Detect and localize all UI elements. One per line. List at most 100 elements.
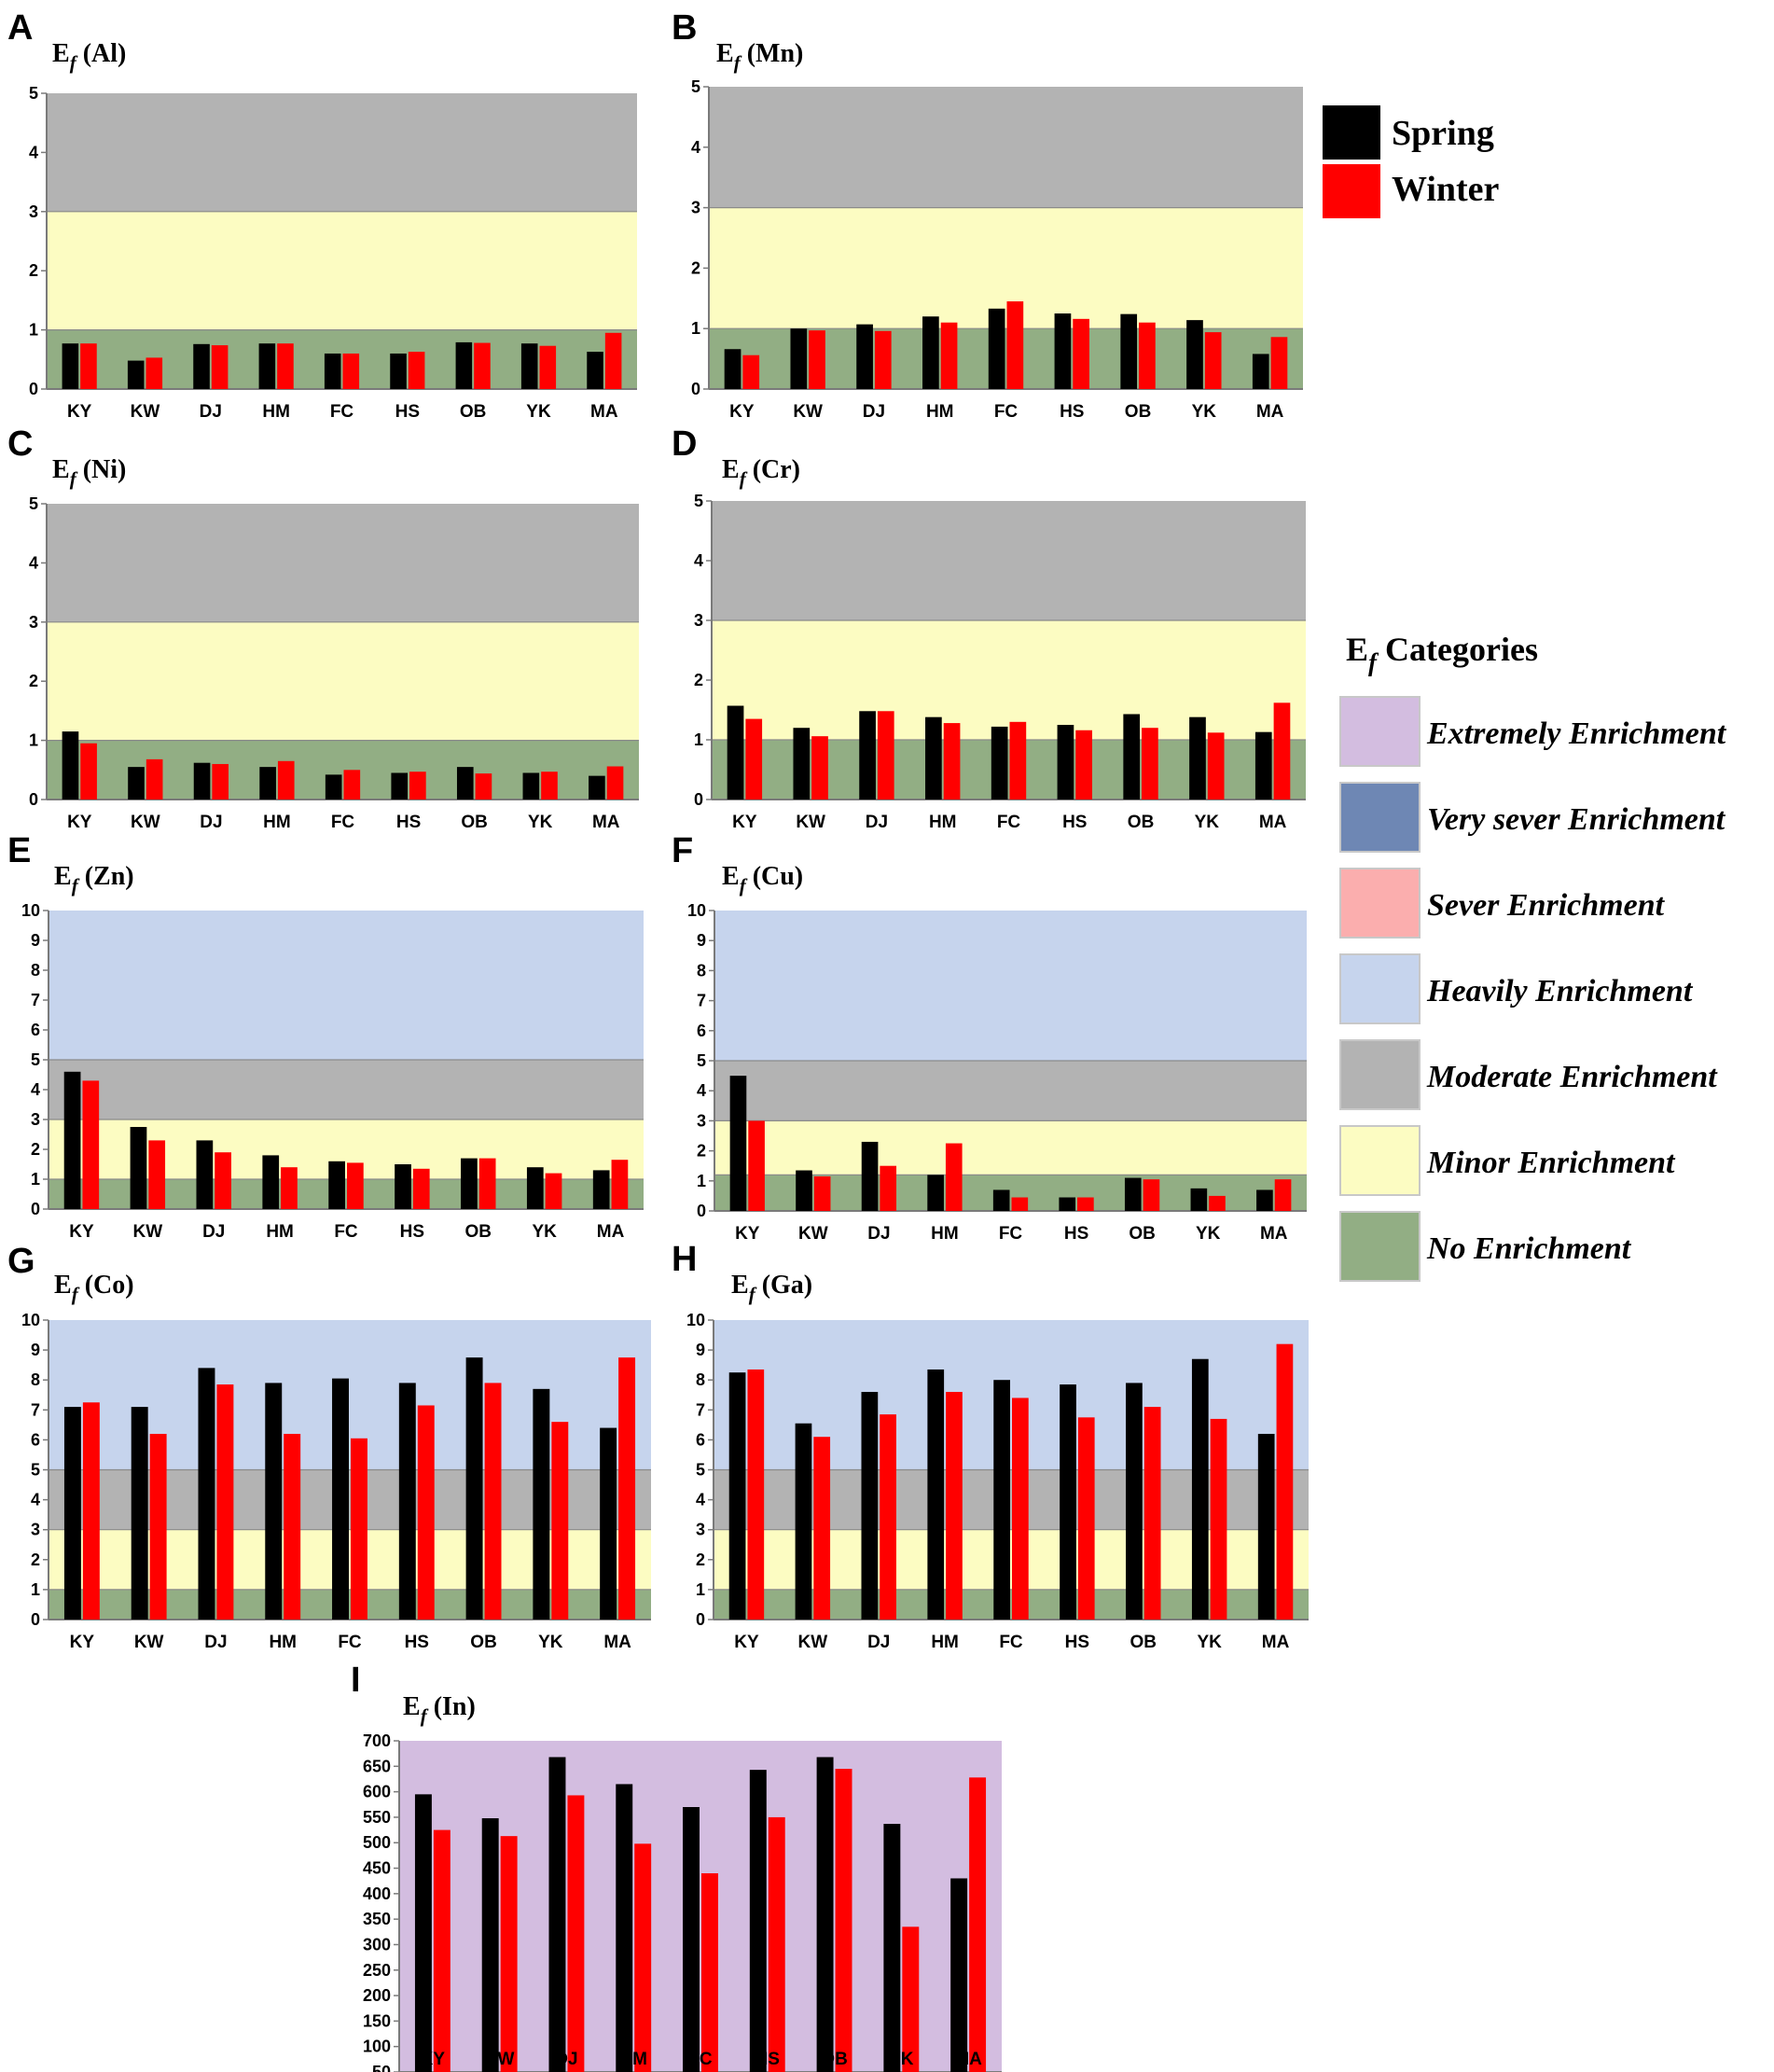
x-tick-label: OB [460, 402, 487, 422]
panel-letter: G [7, 1242, 35, 1281]
y-tick-label: 4 [31, 1491, 40, 1509]
bar-winter-dj [880, 1165, 897, 1211]
bar-spring-yk [520, 343, 538, 389]
x-tick-label: HS [1060, 402, 1084, 422]
x-tick-label: FC [999, 1633, 1023, 1652]
bar-winter-hm [945, 1143, 963, 1211]
bar-winter-hs [412, 1168, 430, 1209]
x-tick-label: YK [532, 1222, 557, 1242]
band-no [47, 740, 639, 800]
bar-spring-yk [522, 772, 540, 800]
bar-winter-fc [351, 1438, 367, 1620]
band-minor [49, 1119, 644, 1179]
bar-winter-dj [216, 1384, 234, 1620]
bar-spring-hm [925, 716, 942, 800]
x-tick-label: DJ [867, 1633, 890, 1652]
bar-winter-ky [80, 343, 97, 389]
y-tick-label: 1 [29, 321, 38, 340]
bar-winter-hs [1077, 1417, 1095, 1620]
y-tick-label: 150 [363, 2011, 391, 2030]
y-tick-label: 5 [697, 1051, 706, 1070]
category-swatch [1339, 868, 1421, 939]
y-tick-label: 6 [697, 1022, 706, 1040]
bar-spring-kw [790, 328, 808, 389]
x-tick-label: KY [421, 2050, 446, 2069]
x-tick-label: FC [334, 1222, 358, 1242]
y-tick-label: 1 [691, 319, 700, 338]
bar-spring-ma [600, 1427, 617, 1620]
x-tick-label: YK [1192, 402, 1217, 422]
x-tick-label: YK [889, 2050, 914, 2069]
panel-e: 0 1 2 3 4 5 6 7 8 9 10 KY KW DJ HM FC HS OB YK MA E Ef (Zn) [7, 831, 644, 1242]
y-tick-label: 6 [31, 1021, 40, 1039]
y-tick-label: 50 [372, 2063, 391, 2072]
bar-spring-ob [1126, 1383, 1143, 1620]
x-tick-label: KW [793, 402, 823, 422]
x-tick-label: YK [1197, 1633, 1222, 1652]
bar-spring-dj [856, 324, 873, 389]
y-tick-label: 350 [363, 1910, 391, 1928]
y-tick-label: 4 [696, 1491, 705, 1509]
bar-winter-hm [284, 1433, 301, 1620]
x-tick-label: DJ [867, 1224, 890, 1244]
bar-spring-ma [1254, 731, 1272, 800]
y-tick-label: 6 [31, 1430, 40, 1449]
bar-winter-fc [347, 1162, 364, 1209]
y-tick-label: 2 [691, 258, 700, 277]
x-tick-label: YK [538, 1633, 563, 1652]
x-tick-label: DJ [863, 402, 885, 422]
category-label: Sever Enrichment [1427, 888, 1666, 923]
y-tick-label: 300 [363, 1935, 391, 1954]
x-tick-label: KY [732, 813, 757, 832]
bar-spring-fc [328, 1161, 345, 1209]
bar-winter-ky [742, 355, 760, 389]
panel-b: 0 1 2 3 4 5 KY KW DJ HM FC HS OB YK MA B Ef (Mn) [672, 8, 1303, 422]
y-tick-label: 5 [696, 1461, 705, 1480]
x-tick-label: HM [269, 1633, 297, 1652]
category-label: Very sever Enrichment [1427, 802, 1726, 837]
x-tick-label: MA [1262, 1633, 1290, 1652]
x-tick-label: MA [1260, 1224, 1288, 1244]
y-tick-label: 9 [31, 931, 40, 950]
bar-spring-ma [587, 352, 603, 389]
x-tick-label: YK [528, 813, 553, 832]
y-tick-label: 7 [31, 991, 40, 1009]
bar-winter-yk [541, 772, 558, 800]
bar-winter-hs [1075, 730, 1092, 800]
category-legend-item: Heavily Enrichment [1339, 953, 1694, 1024]
y-tick-label: 600 [363, 1783, 391, 1801]
bar-winter-ky [82, 1080, 100, 1209]
band-minor [714, 1529, 1309, 1590]
bar-winter-dj [215, 1152, 231, 1209]
x-tick-label: HM [929, 813, 957, 832]
x-tick-label: HS [400, 1222, 424, 1242]
category-legend-item: Sever Enrichment [1339, 868, 1666, 939]
x-tick-label: KY [67, 402, 92, 422]
panel-f: 0 1 2 3 4 5 6 7 8 9 10 KY KW DJ HM FC HS OB YK MA F Ef (Cu) [672, 831, 1307, 1244]
categories-legend-title: Ef Categories [1346, 631, 1538, 676]
bar-spring-dj [193, 762, 211, 800]
band-minor [47, 621, 639, 741]
bar-spring-yk [883, 1824, 901, 2072]
panel-title: Ef (In) [403, 1692, 476, 1727]
x-tick-label: MA [590, 402, 618, 422]
x-tick-label: FC [994, 402, 1019, 422]
y-tick-label: 2 [29, 672, 38, 690]
x-tick-label: OB [1129, 1224, 1156, 1244]
bar-spring-ky [62, 343, 79, 389]
y-tick-label: 7 [696, 1400, 705, 1419]
bar-spring-dj [196, 1140, 214, 1209]
bar-winter-fc [1006, 301, 1024, 389]
bar-winter-hs [1077, 1197, 1094, 1211]
bar-winter-yk [545, 1173, 562, 1209]
category-swatch [1339, 782, 1421, 853]
panel-title: Ef (Ni) [52, 455, 126, 490]
bar-spring-yk [1191, 1358, 1209, 1620]
bar-spring-hs [1057, 725, 1074, 800]
y-tick-label: 4 [697, 1081, 706, 1100]
category-swatch [1339, 1125, 1421, 1196]
band-minor [47, 211, 637, 330]
bar-spring-dj [861, 1141, 879, 1211]
x-tick-label: HM [266, 1222, 294, 1242]
